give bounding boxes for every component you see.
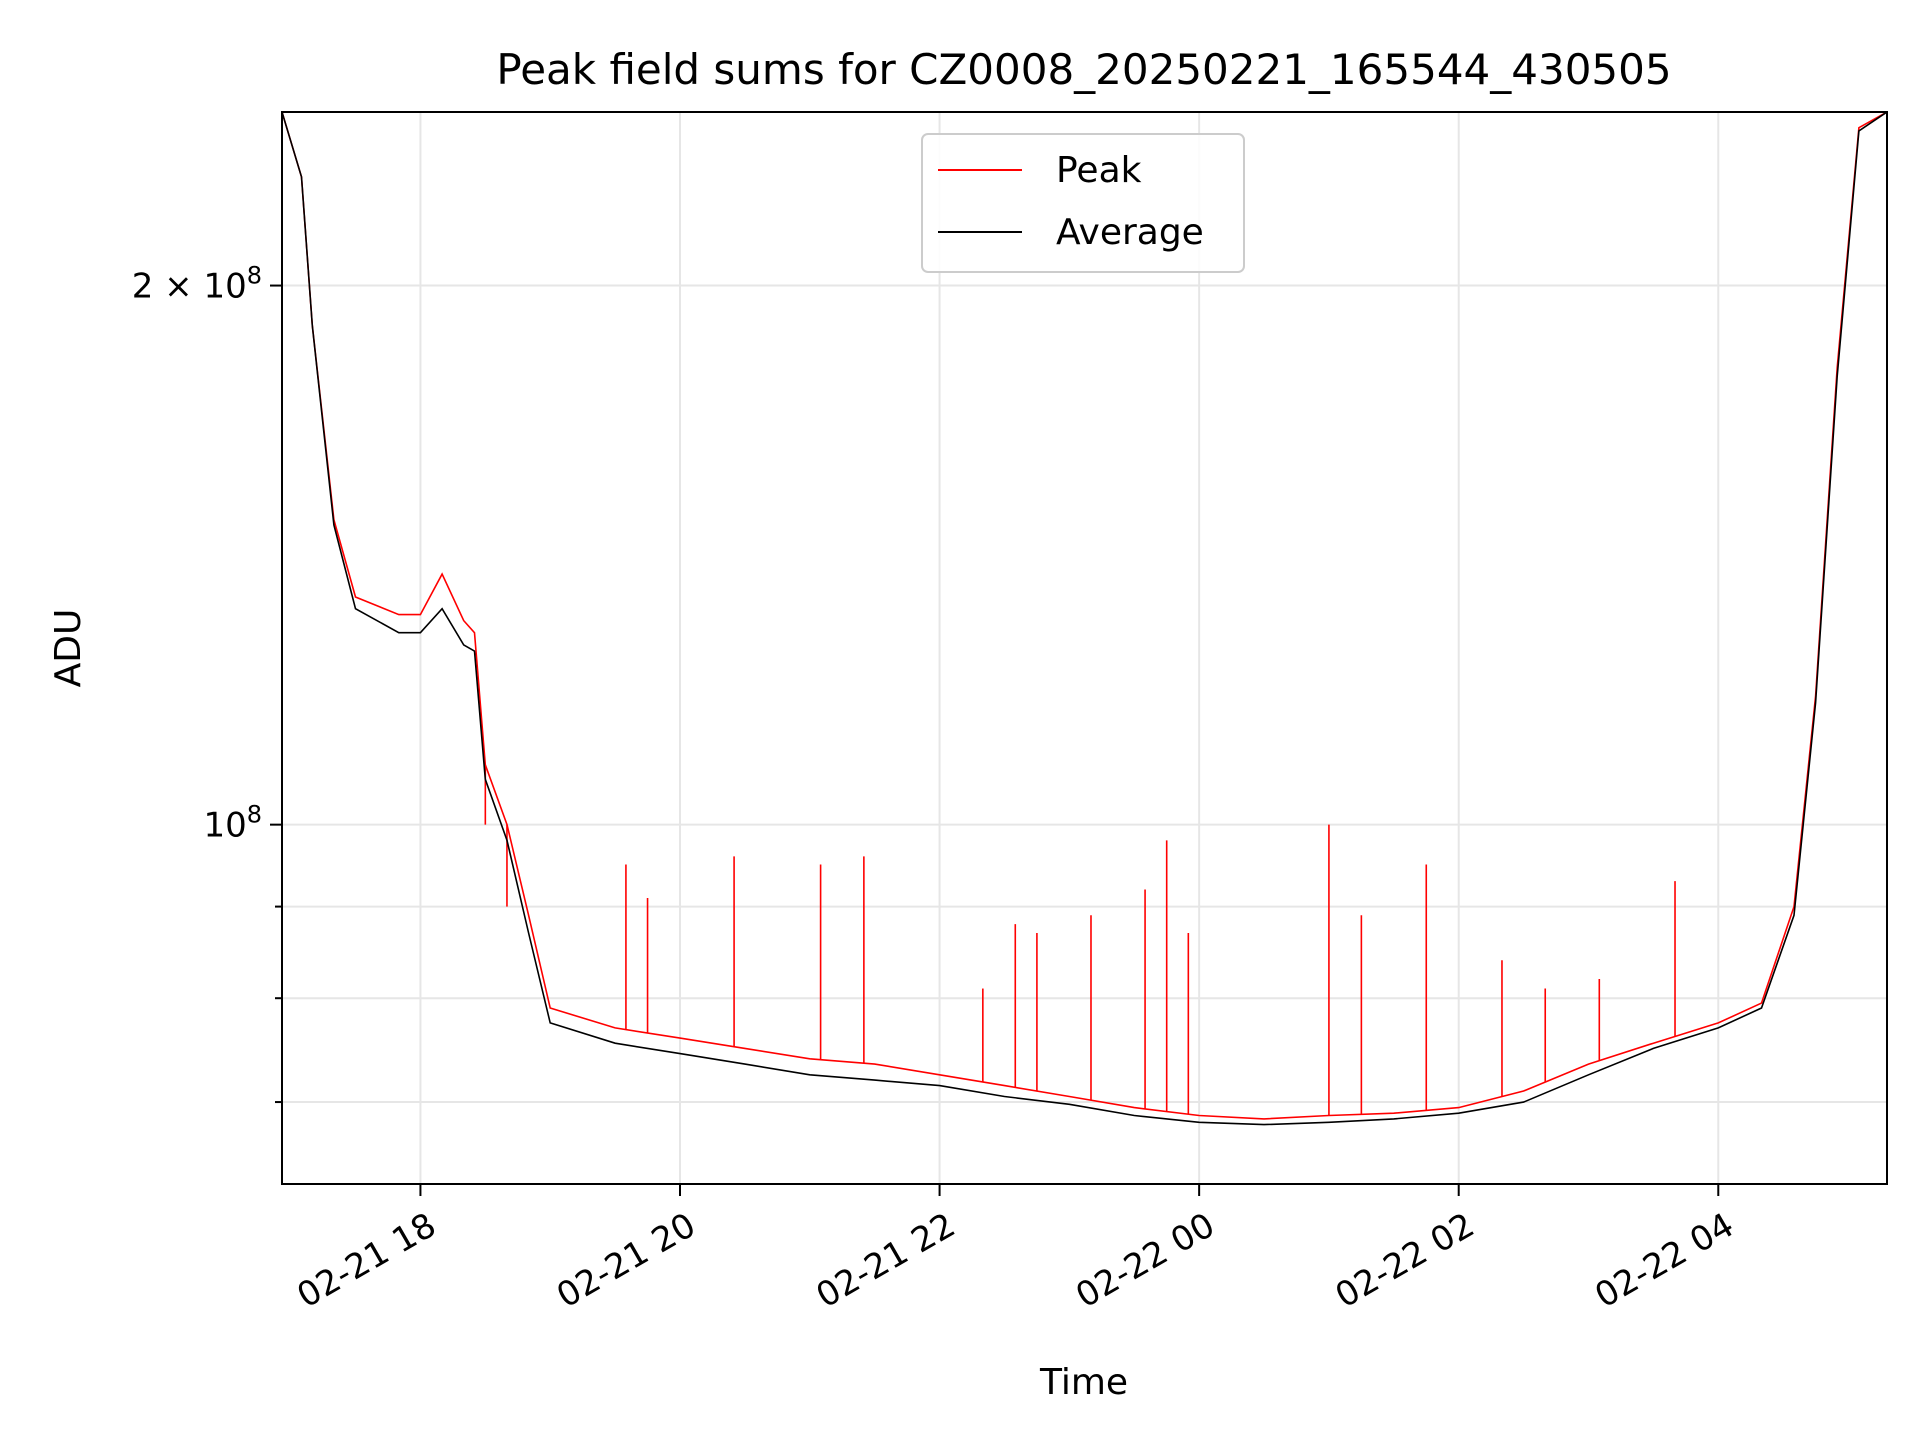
- y-axis-label: ADU: [48, 609, 89, 688]
- legend: Peak Average: [921, 133, 1245, 273]
- legend-peak-label: Peak: [1056, 150, 1142, 191]
- plot-frame: [281, 111, 1888, 1185]
- legend-average-label: Average: [1056, 212, 1204, 253]
- average-series-line: [282, 112, 1887, 1126]
- grid: [282, 112, 1887, 1184]
- y-tick-label: 2 × 108: [132, 262, 262, 307]
- peak-series-line: [282, 112, 1887, 1120]
- y-axis: 2 × 108 108: [132, 262, 282, 1104]
- data-lines: [282, 112, 1887, 1126]
- x-axis-label: Time: [1039, 1362, 1128, 1403]
- chart-title: Peak field sums for CZ0008_20250221_1655…: [496, 45, 1671, 94]
- y-tick-label: 108: [203, 801, 262, 846]
- legend-box: [921, 133, 1245, 273]
